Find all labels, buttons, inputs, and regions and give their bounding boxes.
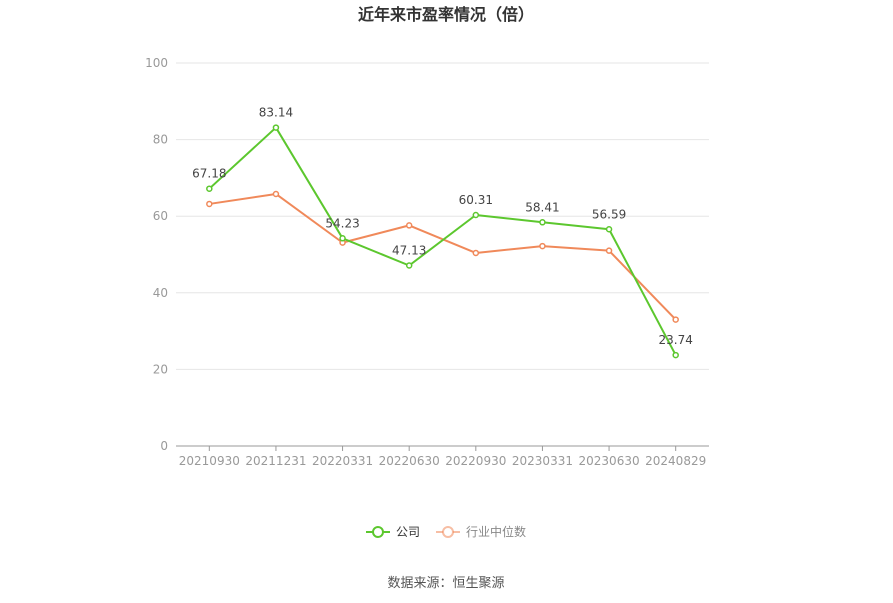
series-point bbox=[672, 351, 679, 359]
legend-marker bbox=[442, 526, 454, 538]
series-point bbox=[605, 226, 613, 233]
series-point bbox=[405, 222, 413, 229]
data-label: 47.13 bbox=[392, 243, 426, 257]
series-point bbox=[539, 242, 546, 250]
y-tick-label: 60 bbox=[153, 209, 168, 223]
series-point bbox=[339, 235, 346, 242]
data-label: 56.59 bbox=[592, 207, 626, 221]
series-point bbox=[605, 247, 613, 254]
series-point bbox=[272, 190, 280, 198]
legend[interactable]: 公司 行业中位数 bbox=[366, 524, 526, 539]
data-labels: 67.18 83.14 54.23 47.13 60.31 58.41 56.59 23.74 bbox=[192, 106, 693, 348]
axes: 0 20 40 60 80 100 20210930 20211231 20220331 2022… bbox=[145, 56, 709, 468]
x-tick-label: 20240829 bbox=[645, 454, 706, 468]
y-tick-label: 40 bbox=[153, 286, 168, 300]
series-point bbox=[672, 316, 679, 323]
series-point bbox=[405, 262, 413, 269]
y-tick-label: 20 bbox=[153, 362, 168, 376]
legend-marker bbox=[372, 526, 384, 538]
chart-title: 近年来市盈率情况（倍） bbox=[358, 5, 534, 24]
data-label: 67.18 bbox=[192, 167, 226, 181]
grid bbox=[176, 62, 709, 370]
x-tick-label: 20230630 bbox=[579, 454, 640, 468]
data-label: 58.41 bbox=[525, 200, 559, 214]
data-label: 83.14 bbox=[259, 106, 293, 120]
series-point bbox=[272, 124, 280, 131]
series-point bbox=[472, 211, 480, 219]
x-tick-label: 20220331 bbox=[312, 454, 373, 468]
legend-item[interactable]: 公司 bbox=[366, 525, 420, 539]
y-tick-label: 100 bbox=[145, 56, 168, 70]
series-point bbox=[206, 200, 213, 208]
series-point bbox=[539, 219, 546, 226]
data-label: 54.23 bbox=[325, 216, 359, 230]
legend-item[interactable]: 行业中位数 bbox=[436, 524, 526, 539]
y-tick-label: 80 bbox=[153, 133, 168, 147]
x-tick-label: 20220630 bbox=[379, 454, 440, 468]
series-line bbox=[208, 126, 677, 356]
legend-label: 行业中位数 bbox=[466, 524, 526, 539]
legend-label: 公司 bbox=[396, 525, 420, 539]
x-tick-label: 20220930 bbox=[445, 454, 506, 468]
x-tick-label: 20210930 bbox=[179, 454, 240, 468]
y-tick-label: 0 bbox=[160, 439, 168, 453]
data-label: 23.74 bbox=[659, 333, 693, 347]
series-point bbox=[206, 185, 213, 192]
series-point bbox=[472, 249, 480, 257]
x-tick-label: 20230331 bbox=[512, 454, 573, 468]
source-note: 数据来源：恒生聚源 bbox=[387, 576, 504, 591]
x-tick-label: 20211231 bbox=[245, 454, 306, 468]
data-label: 60.31 bbox=[459, 193, 493, 207]
series bbox=[206, 124, 679, 359]
